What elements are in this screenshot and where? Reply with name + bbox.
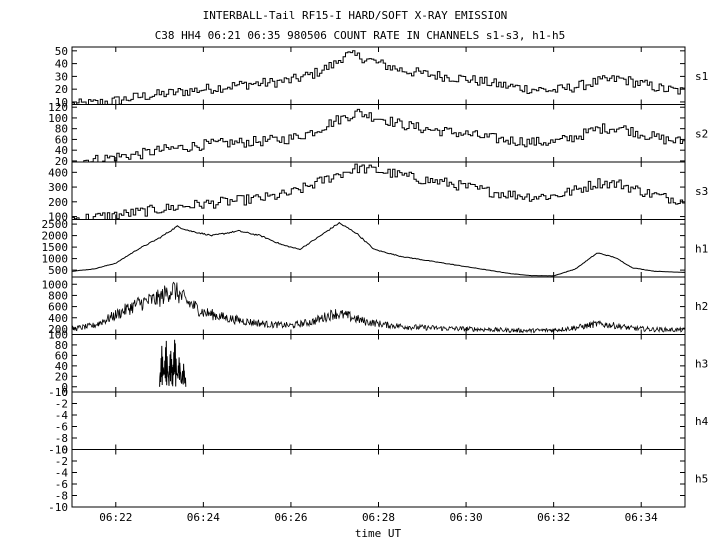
panel-s3: 100 200 300 400 s3 <box>48 161 708 224</box>
panel-label-h1: h1 <box>695 242 708 255</box>
x-axis: 06:22 06:24 06:26 06:28 06:30 06:32 06:34 <box>99 511 658 524</box>
x-tick-label: 06:30 <box>450 511 483 524</box>
y-tick-label-s3: 300 <box>48 181 68 194</box>
y-tick-label-s2: 40 <box>55 144 68 157</box>
panel-frame-h4 <box>71 391 686 450</box>
y-tick-label-h2: 800 <box>48 289 68 302</box>
y-tick-label-s1: 50 <box>55 45 68 58</box>
y-tick-label-h3: 20 <box>55 370 68 383</box>
panel-label-h3: h3 <box>695 357 708 370</box>
y-tick-label-s2: 100 <box>48 112 68 125</box>
panel-frame-h3 <box>71 334 686 393</box>
series-line-s2 <box>72 108 686 163</box>
y-tick-label-h5: -10 <box>48 501 68 514</box>
y-tick-label-h3: 80 <box>55 339 68 352</box>
y-tick-label-h5: -8 <box>55 490 68 503</box>
panel-label-s3: s3 <box>695 185 708 198</box>
y-tick-label-h4: 0 <box>61 386 68 399</box>
y-tick-label-h5: -2 <box>55 455 68 468</box>
x-axis-label: time UT <box>355 527 402 540</box>
y-tick-label-h1: 500 <box>48 264 68 277</box>
series-line-s1 <box>72 50 686 105</box>
y-tick-label-h1: 2000 <box>42 230 69 243</box>
x-tick-label: 06:22 <box>99 511 132 524</box>
y-tick-label-h1: 1500 <box>42 241 69 254</box>
y-tick-label-h3: 0 <box>61 381 68 394</box>
y-tick-label-s1: 30 <box>55 70 68 83</box>
series-line-h3 <box>159 339 187 387</box>
y-tick-label-s2: 80 <box>55 123 68 136</box>
y-tick-label-h3: -10 <box>48 386 68 399</box>
y-tick-label-h4: -4 <box>55 409 69 422</box>
x-tick-label: 06:26 <box>274 511 307 524</box>
x-tick-label: 06:34 <box>625 511 658 524</box>
chart-title: INTERBALL-Tail RF15-I HARD/SOFT X-RAY EM… <box>203 9 508 22</box>
series-line-h1 <box>71 221 686 277</box>
x-tick-label: 06:32 <box>537 511 570 524</box>
y-tick-label-s3: 100 <box>48 211 68 224</box>
panel-label-h2: h2 <box>695 300 708 313</box>
y-tick-label-s1: 40 <box>55 58 68 71</box>
y-tick-label-h1: 2500 <box>42 218 69 231</box>
y-tick-label-h5: 0 <box>61 444 68 457</box>
y-tick-label-h3: 60 <box>55 349 68 362</box>
series-line-s3 <box>72 163 686 220</box>
y-tick-label-h5: -6 <box>55 478 68 491</box>
y-tick-label-h4: -8 <box>55 432 68 445</box>
y-tick-label-h1: 1000 <box>42 253 69 266</box>
y-tick-label-h2: 1000 <box>42 278 69 291</box>
chart-subtitle: C38 HH4 06:21 06:35 980506 COUNT RATE IN… <box>155 29 566 42</box>
panel-frame-h5 <box>71 449 686 508</box>
y-tick-label-h3: 100 <box>48 329 68 342</box>
y-tick-label-h4: -2 <box>55 398 68 411</box>
panel-label-h5: h5 <box>695 472 708 485</box>
x-tick-label: 06:24 <box>187 511 220 524</box>
y-tick-label-s2: 60 <box>55 133 68 146</box>
y-tick-label-h2: 400 <box>48 312 68 325</box>
y-tick-label-s1: 20 <box>55 83 68 96</box>
y-tick-label-h5: -4 <box>55 467 69 480</box>
panel-label-h4: h4 <box>695 415 709 428</box>
y-tick-label-s2: 20 <box>55 155 68 168</box>
series-line-h2 <box>71 281 686 334</box>
x-tick-label: 06:28 <box>362 511 395 524</box>
panel-label-s2: s2 <box>695 127 708 140</box>
y-tick-label-h3: 40 <box>55 360 68 373</box>
y-tick-label-s2: 120 <box>48 101 68 114</box>
y-tick-label-s3: 200 <box>48 196 68 209</box>
chart-panels: 1020304050s120406080100120s2100200300400… <box>42 45 709 514</box>
panel-label-s1: s1 <box>695 70 708 83</box>
y-tick-label-h2: 200 <box>48 323 68 336</box>
y-tick-label-h2: 600 <box>48 301 68 314</box>
panel-frame-s2 <box>71 104 686 163</box>
y-tick-label-h4: -6 <box>55 421 68 434</box>
panel-frame-h1 <box>71 219 686 278</box>
y-tick-label-h4: -10 <box>48 444 68 457</box>
y-tick-label-s3: 400 <box>48 166 68 179</box>
y-tick-label-s1: 10 <box>55 96 68 109</box>
